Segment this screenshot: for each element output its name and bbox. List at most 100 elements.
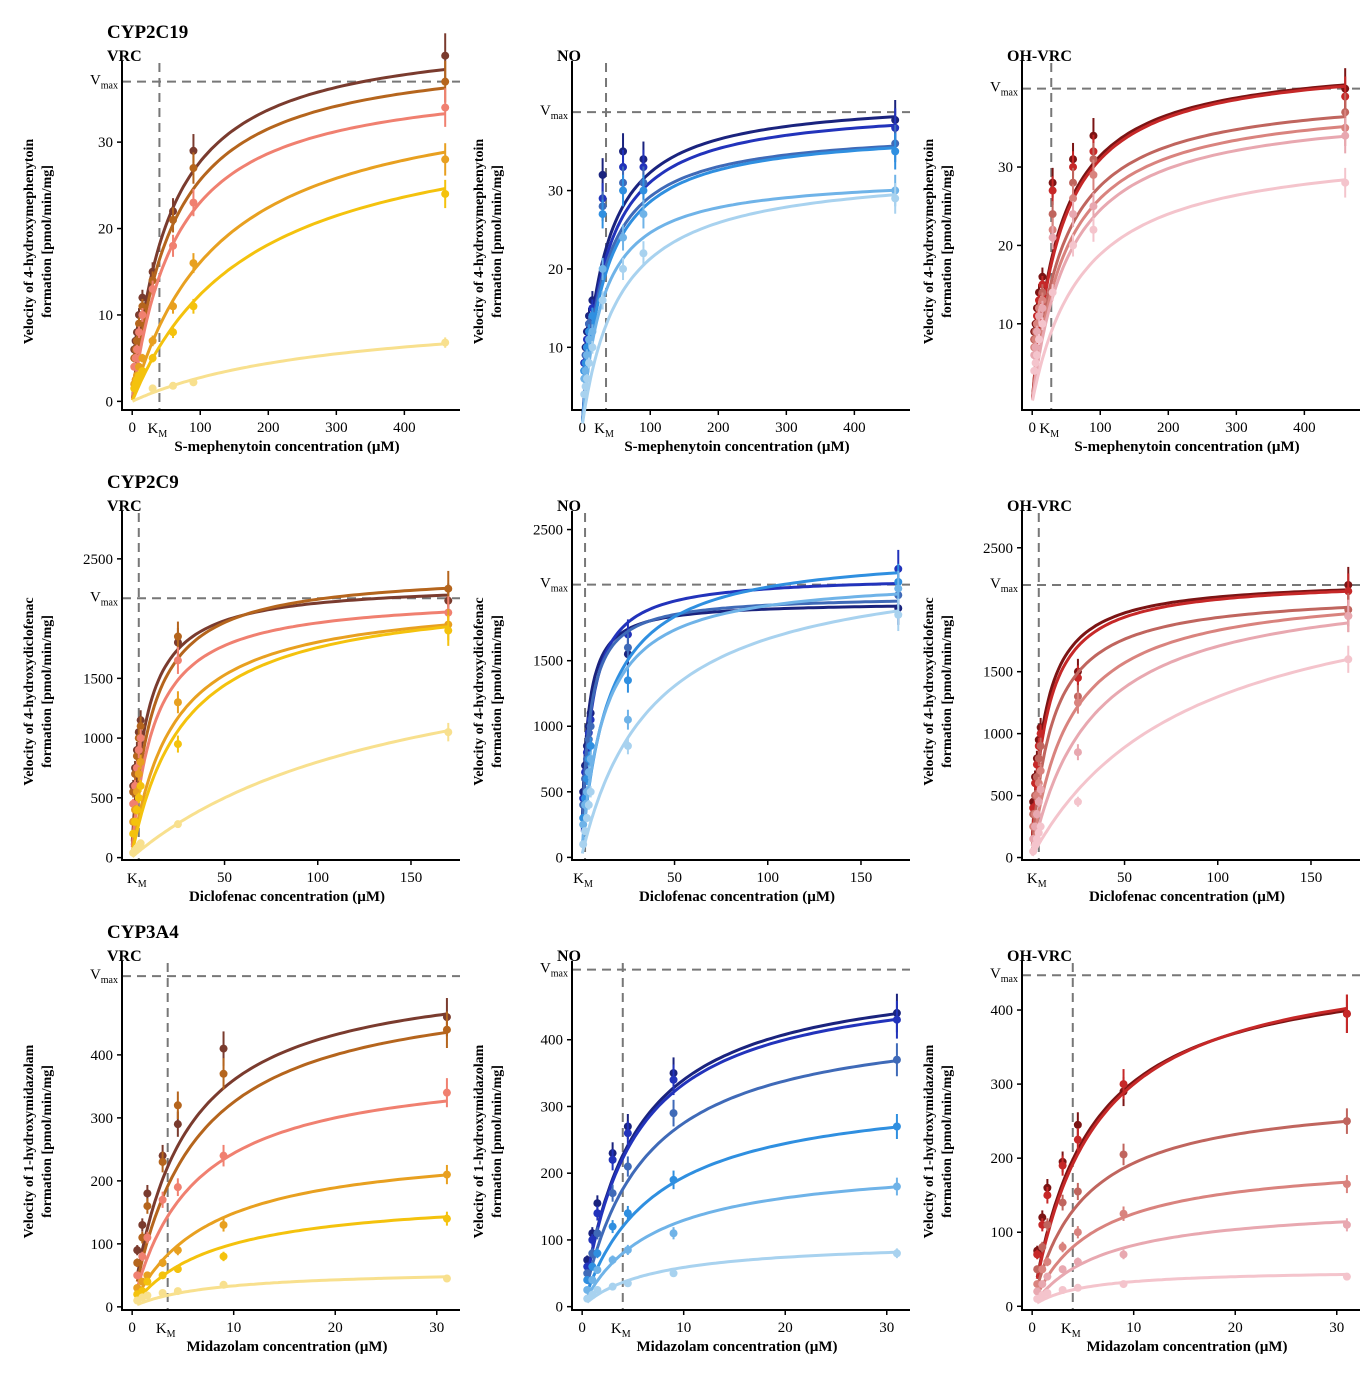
data-point — [133, 1271, 142, 1280]
data-point — [579, 820, 588, 829]
data-point — [1036, 785, 1045, 794]
vmax-label: Vmax — [540, 103, 568, 122]
data-point — [588, 327, 597, 336]
fit-curve-series-4 — [1030, 612, 1349, 852]
data-point — [586, 741, 595, 750]
x-tick-label: 300 — [775, 420, 798, 436]
data-point — [1038, 319, 1047, 328]
data-point — [598, 170, 607, 179]
data-point — [189, 198, 198, 207]
data-point — [169, 215, 178, 224]
data-point — [133, 1246, 142, 1255]
y-axis-label-line1: Velocity of 4-hydroxymephenytoin — [922, 139, 937, 345]
y-tick-label: 400 — [541, 1033, 564, 1049]
fit-curve-series-3 — [1035, 1119, 1348, 1288]
fit-curve-series-6 — [136, 1275, 447, 1307]
fit-curve-series-5 — [1036, 1220, 1347, 1301]
fit-curve-series-4 — [580, 571, 899, 847]
x-tick-label: 150 — [1300, 870, 1323, 886]
x-tick-label: 0 — [128, 1320, 136, 1336]
data-point — [131, 817, 140, 826]
data-point — [441, 51, 450, 60]
data-point — [1038, 296, 1047, 305]
data-point — [1069, 163, 1078, 172]
data-point — [1034, 828, 1043, 837]
y-tick-label: 30 — [98, 135, 113, 151]
y-tick-label: 30 — [548, 184, 563, 200]
data-point — [136, 722, 145, 731]
fit-curve-series-1 — [580, 604, 899, 821]
fit-curve-series-5 — [131, 187, 446, 402]
fit-curve-series-2 — [135, 1030, 448, 1283]
data-point — [173, 1120, 182, 1129]
data-point — [1032, 327, 1041, 336]
data-point — [133, 1258, 142, 1267]
data-point — [598, 264, 607, 273]
fit-curve-series-3 — [1030, 605, 1349, 847]
fit-curve-series-2 — [131, 86, 446, 399]
data-point — [1119, 1209, 1128, 1218]
data-point — [158, 1271, 167, 1280]
y-tick-label: 1500 — [983, 665, 1013, 681]
data-point — [583, 1285, 592, 1294]
y-tick-label: 1000 — [533, 719, 563, 735]
data-point — [148, 354, 157, 363]
chart-panel-c19-no: NO Vmax KM 0 100 200 300 400 10 20 30 S-mephenytoin… — [472, 48, 910, 455]
data-point — [1073, 797, 1082, 806]
fit-curve-series-6 — [1031, 178, 1346, 401]
data-point — [169, 328, 178, 337]
data-point — [169, 241, 178, 250]
data-point — [158, 1288, 167, 1297]
data-point — [1089, 170, 1098, 179]
data-point — [138, 310, 147, 319]
y-tick-label: 400 — [91, 1048, 114, 1064]
fit-curve-series-4 — [581, 146, 896, 422]
x-tick-label: 300 — [325, 420, 348, 436]
y-axis-label-line1: Velocity of 1-hydroxymidazolam — [472, 1044, 487, 1238]
x-tick-label: 100 — [1207, 870, 1230, 886]
y-axis-label-line1: Velocity of 4-hydroxydiclofenac — [22, 597, 37, 785]
data-point — [1032, 834, 1041, 843]
panel-title: VRC — [107, 48, 142, 65]
y-tick-label: 0 — [1006, 1299, 1014, 1315]
data-point — [1073, 1120, 1082, 1129]
km-label: KM — [1039, 421, 1059, 440]
data-point — [1119, 1080, 1128, 1089]
data-point — [143, 1271, 152, 1280]
data-point — [582, 351, 591, 360]
fit-curve-series-2 — [581, 123, 896, 421]
y-axis-label-line1: Velocity of 4-hydroxydiclofenac — [472, 597, 487, 785]
data-point — [608, 1282, 617, 1291]
data-point — [1043, 1220, 1052, 1229]
data-point — [894, 584, 903, 593]
data-point — [1069, 241, 1078, 250]
data-point — [138, 1252, 147, 1261]
data-point — [148, 336, 157, 345]
x-tick-label: 10 — [676, 1320, 691, 1336]
data-point — [173, 740, 182, 749]
y-axis-label-line2: formation [pmol/min/mg] — [940, 1065, 955, 1218]
panel-title: NO — [557, 948, 581, 965]
fit-curve-series-1 — [1030, 588, 1349, 839]
data-point — [669, 1175, 678, 1184]
data-point — [669, 1229, 678, 1238]
x-tick-label: 0 — [578, 1320, 586, 1336]
data-point — [441, 155, 450, 164]
data-point — [639, 249, 648, 258]
y-tick-label: 0 — [1006, 851, 1014, 867]
data-point — [585, 319, 594, 328]
data-point — [173, 632, 182, 641]
data-point — [1069, 210, 1078, 219]
y-tick-label: 400 — [991, 1003, 1014, 1019]
x-tick-label: 200 — [1157, 420, 1180, 436]
vmax-label: Vmax — [90, 967, 118, 986]
data-point — [1036, 742, 1045, 751]
data-point — [608, 1222, 617, 1231]
x-tick-label: 100 — [1089, 420, 1112, 436]
y-tick-label: 300 — [91, 1111, 114, 1127]
data-point — [441, 77, 450, 86]
x-tick-label: 30 — [1329, 1320, 1344, 1336]
data-point — [442, 1025, 451, 1034]
